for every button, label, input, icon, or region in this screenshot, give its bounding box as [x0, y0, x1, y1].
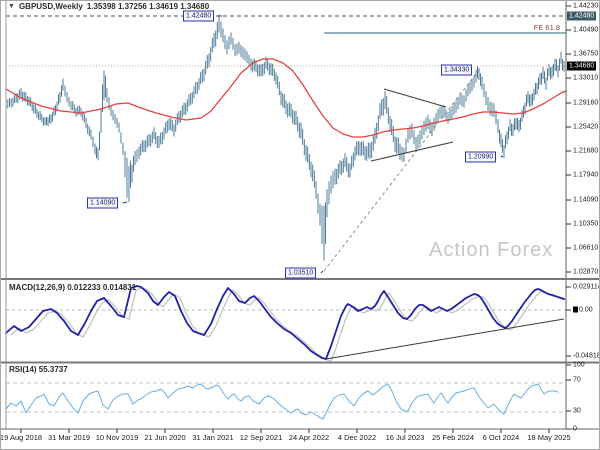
price-level-tag: 1.20990: [465, 151, 497, 163]
rsi-axis-label: 0: [573, 425, 577, 433]
date-label: 21 Jun 2020: [144, 433, 186, 442]
date-label: 6 Oct 2024: [482, 433, 520, 442]
tag-leader-line: [500, 155, 504, 158]
price-axis-label: 1.10350: [573, 220, 599, 228]
rsi-indicator-title: RSI(14) 55.3737: [9, 365, 68, 374]
ohlc-quote-values: 1.35398 1.37256 1.34619 1.34680: [86, 2, 210, 11]
symbol-timeframe-label: GBPUSD,Weekly: [18, 2, 83, 11]
rsi-axis-label: 70: [573, 376, 581, 384]
macd-signal-line: [10, 287, 567, 362]
rsi-line: [5, 383, 559, 420]
axis-tag-resistance: 1.42480: [567, 11, 597, 21]
dashed-projection-line: [323, 69, 480, 272]
date-label: 24 Apr 2022: [288, 433, 330, 442]
price-axis-label: 1.44230: [573, 2, 599, 10]
chart-header: ▼ GBPUSD,Weekly 1.35398 1.37256 1.34619 …: [8, 2, 209, 11]
axis-tag-current-price: 1.34680: [567, 61, 597, 71]
watermark-text: Action Forex: [429, 239, 554, 261]
price-axis-label: 1.14090: [573, 196, 599, 204]
macd-indicator-title: MACD(12,26,9) 0.012233 0.014831: [9, 283, 137, 292]
date-label: 18 May 2025: [527, 433, 571, 442]
date-label: 31 Jan 2021: [192, 433, 234, 442]
date-label: 31 Mar 2019: [47, 433, 91, 442]
triangle-upper-line: [383, 88, 447, 108]
collapse-quotes-icon[interactable]: ▼: [8, 2, 15, 10]
price-axis-label: 1.06610: [573, 244, 599, 252]
price-axis-label: 1.17940: [573, 171, 599, 179]
macd-axis-label: -0.048189: [573, 352, 599, 360]
rsi-axis-label: 100: [573, 361, 585, 369]
date-label: 4 Dec 2022: [337, 433, 377, 442]
date-label: 19 Aug 2018: [0, 433, 43, 442]
price-level-tag: 1.03510: [285, 267, 317, 279]
macd-axis-label: 0.00: [573, 306, 593, 314]
macd-value-marker: [573, 306, 578, 313]
macd-axis-label: 0.029114: [573, 283, 600, 291]
price-level-tag: 1.34330: [441, 64, 473, 76]
price-axis-label: 1.25420: [573, 123, 599, 131]
date-label: 16 Jul 2023: [385, 433, 425, 442]
fibonacci-extension-label: FE 61.8: [533, 23, 560, 32]
moving-average-line: [5, 58, 567, 138]
price-axis-label: 1.02870: [573, 268, 599, 276]
price-level-tag: 1.42480: [183, 10, 215, 22]
tag-leader-line: [320, 270, 324, 274]
date-label: 25 Feb 2024: [431, 433, 475, 442]
macd-trendline: [325, 318, 565, 360]
price-level-tag: 1.14090: [87, 197, 119, 209]
date-label: 10 Nov 2019: [95, 433, 139, 442]
price-axis-label: 1.33010: [573, 74, 599, 82]
tag-leader-line: [122, 201, 128, 204]
rsi-axis-label: 30: [573, 407, 581, 415]
triangle-lower-line: [370, 141, 454, 162]
price-axis-label: 1.36750: [573, 50, 599, 58]
price-axis-label: 1.40490: [573, 26, 599, 34]
price-axis-label: 1.29160: [573, 99, 599, 107]
price-axis-label: 1.21680: [573, 147, 599, 155]
macd-main-line: [5, 285, 565, 360]
date-label: 12 Sep 2021: [239, 433, 283, 442]
